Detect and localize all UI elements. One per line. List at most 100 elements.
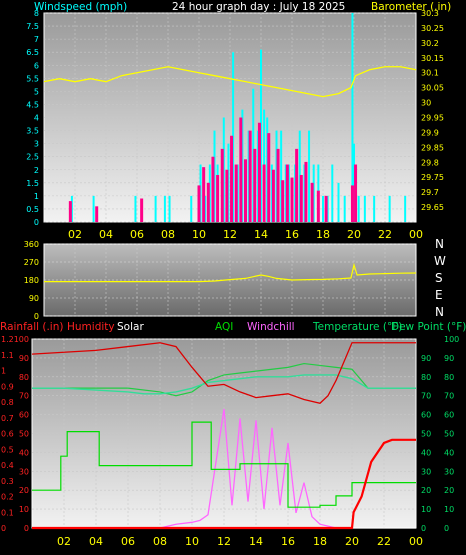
x-tick-label-top: 20 <box>347 228 361 241</box>
windspeed-tick-label: 1 <box>34 192 39 201</box>
barometer-tick-label: 30.05 <box>421 84 444 93</box>
windspeed-tick-label: 8 <box>34 9 39 18</box>
humidity-line <box>31 342 416 404</box>
windspeed-tick-label: 2.5 <box>26 153 39 162</box>
temperature-tick-label: 70 <box>421 392 431 401</box>
direction-tick-label: 90 <box>29 294 39 303</box>
rainfall-tick-label: 0.1 <box>1 508 14 517</box>
x-tick-label-top: 00 <box>409 228 423 241</box>
windspeed-tick-label: 2 <box>34 166 39 175</box>
temperature-tick-label: 50 <box>421 430 431 439</box>
rainfall-tick-label: 0.3 <box>1 477 14 486</box>
rainfall-tick-label: 1 <box>1 367 6 376</box>
x-tick-label-bottom: 10 <box>185 535 199 548</box>
rainfall-tick-label: 0.7 <box>1 414 14 423</box>
windspeed-tick-label: 3.5 <box>26 127 39 136</box>
windspeed-tick-label: 0.5 <box>26 205 39 214</box>
dewpoint-tick-label: 20 <box>444 486 454 495</box>
dewpoint-tick-label: 100 <box>444 335 459 344</box>
compass-label-w: W <box>434 254 446 268</box>
windspeed-tick-label: 0 <box>34 218 39 227</box>
temperature-tick-label: 60 <box>421 411 431 420</box>
windspeed-tick-label: 3 <box>34 140 39 149</box>
dewpoint-tick-label: 30 <box>444 467 454 476</box>
barometer-line <box>43 66 417 98</box>
windspeed-tick-label: 5 <box>34 87 39 96</box>
x-tick-label-top: 16 <box>285 228 299 241</box>
direction-tick-label: 360 <box>24 240 39 249</box>
x-tick-label-bottom: 16 <box>281 535 295 548</box>
legend-humidity: Humidity <box>67 321 115 333</box>
windspeed-axis-title: Windspeed (mph) <box>34 1 127 13</box>
rainfall-tick-label: 0.9 <box>1 382 14 391</box>
humidity-tick-label: 60 <box>19 411 29 420</box>
barometer-tick-label: 29.65 <box>421 203 444 212</box>
compass-label-n-bottom: N <box>435 305 444 319</box>
temperature-tick-label: 20 <box>421 486 431 495</box>
temperature-tick-label: 0 <box>421 524 426 533</box>
windspeed-tick-label: 7.5 <box>26 22 39 31</box>
x-tick-label-top: 14 <box>254 228 268 241</box>
dewpoint-tick-label: 40 <box>444 448 454 457</box>
rainfall-tick-label: 0.6 <box>1 430 14 439</box>
dewpoint-tick-label: 80 <box>444 373 454 382</box>
barometer-tick-label: 29.7 <box>421 188 439 197</box>
compass-label-s: S <box>435 271 443 285</box>
barometer-tick-label: 30.2 <box>421 39 439 48</box>
rainfall-tick-label: 0.4 <box>1 461 14 470</box>
legend-dewpoint: Dew Point (°F) <box>391 321 466 333</box>
temperature-tick-label: 10 <box>421 505 431 514</box>
dewpoint-tick-label: 50 <box>444 430 454 439</box>
rainfall-tick-label: 0.8 <box>1 398 14 407</box>
humidity-tick-label: 50 <box>19 430 29 439</box>
temperature-tick-label: 90 <box>421 354 431 363</box>
legend-solar: Solar <box>117 321 144 333</box>
direction-tick-label: 0 <box>34 312 39 321</box>
aqi-line <box>32 421 416 508</box>
humidity-tick-label: 90 <box>19 354 29 363</box>
windspeed-tick-label: 6 <box>34 61 39 70</box>
x-tick-label-top: 10 <box>192 228 206 241</box>
humidity-tick-label: 20 <box>19 486 29 495</box>
humidity-tick-label: 0 <box>24 524 29 533</box>
x-tick-label-bottom: 04 <box>89 535 103 548</box>
x-tick-label-bottom: 00 <box>409 535 423 548</box>
x-tick-label-bottom: 06 <box>121 535 135 548</box>
x-tick-label-bottom: 22 <box>377 535 391 548</box>
compass-label-e: E <box>435 288 443 302</box>
x-tick-label-top: 12 <box>223 228 237 241</box>
rainfall-tick-label: 1.1 <box>1 351 14 360</box>
barometer-axis-title: Barometer (.in) <box>371 1 451 13</box>
barometer-tick-label: 30.15 <box>421 54 444 63</box>
barometer-tick-label: 29.95 <box>421 114 444 123</box>
x-tick-label-bottom: 12 <box>217 535 231 548</box>
x-tick-label-top: 22 <box>378 228 392 241</box>
x-tick-label-bottom: 18 <box>313 535 327 548</box>
windspeed-tick-label: 5.5 <box>26 74 39 83</box>
dewpoint-tick-label: 70 <box>444 392 454 401</box>
humidity-tick-label: 100 <box>14 335 29 344</box>
wind-direction-line <box>44 262 417 283</box>
rainfall-tick-label: 0 <box>1 524 6 533</box>
humidity-tick-label: 80 <box>19 373 29 382</box>
temperature-tick-label: 40 <box>421 448 431 457</box>
barometer-tick-label: 29.85 <box>421 143 444 152</box>
barometer-tick-label: 29.75 <box>421 173 444 182</box>
barometer-tick-label: 30.25 <box>421 24 444 33</box>
temperature-tick-label: 80 <box>421 373 431 382</box>
humidity-tick-label: 10 <box>19 505 29 514</box>
x-tick-label-top: 06 <box>130 228 144 241</box>
chart-title: 24 hour graph day : July 18 2025 <box>172 1 345 13</box>
barometer-tick-label: 30.3 <box>421 9 439 18</box>
x-tick-label-bottom: 02 <box>57 535 71 548</box>
x-tick-label-top: 04 <box>99 228 113 241</box>
dewpoint-tick-label: 0 <box>444 524 449 533</box>
legend-windchill: Windchill <box>247 321 295 333</box>
windspeed-tick-label: 7 <box>34 35 39 44</box>
rainfall-line <box>32 438 416 530</box>
windspeed-tick-label: 6.5 <box>26 48 39 57</box>
temperature-tick-label: 30 <box>421 467 431 476</box>
x-tick-label-bottom: 08 <box>153 535 167 548</box>
